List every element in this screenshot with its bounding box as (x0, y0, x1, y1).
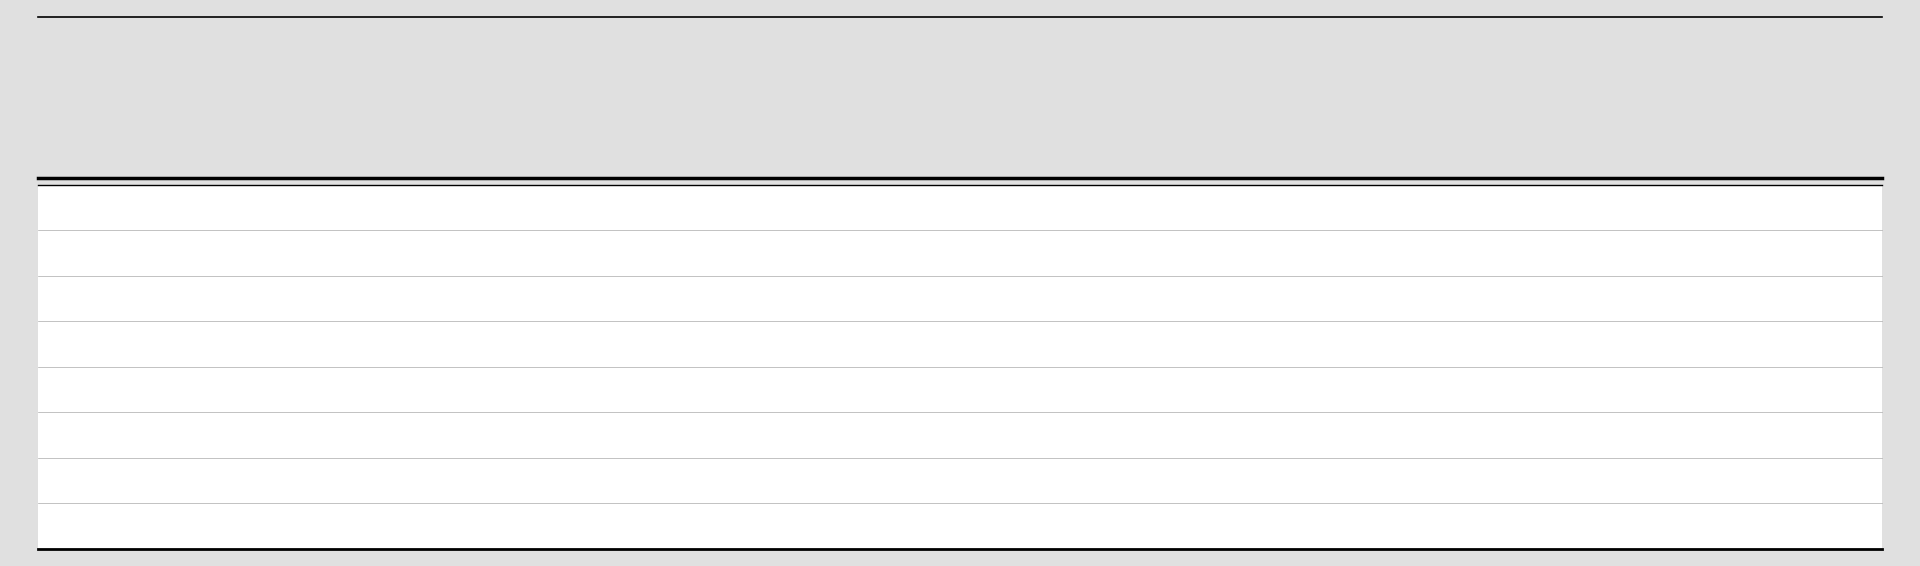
Text: 33.42: 33.42 (202, 245, 248, 261)
Text: 36.29: 36.29 (202, 518, 248, 535)
Text: 35.06: 35.06 (202, 381, 248, 398)
Text: 5.16: 5.16 (912, 290, 948, 307)
Text: 9.99: 9.99 (1069, 245, 1106, 261)
Text: 3.36: 3.36 (1275, 290, 1311, 307)
Text: Carbohydrate
(% wb): Carbohydrate (% wb) (685, 83, 803, 119)
Text: 10.21: 10.21 (1064, 472, 1112, 489)
Text: K3: K3 (77, 290, 100, 307)
Text: 138.34: 138.34 (1736, 472, 1793, 489)
Text: 2.76: 2.76 (1511, 472, 1548, 489)
Text: 113.53: 113.53 (1736, 199, 1793, 216)
Text: 16.41: 16.41 (357, 518, 405, 535)
Text: K6: K6 (77, 427, 100, 444)
Text: 6.01: 6.01 (912, 427, 948, 444)
Text: 1.56: 1.56 (1511, 427, 1548, 444)
Text: 3.41: 3.41 (1275, 199, 1311, 216)
Text: 3.47: 3.47 (1275, 381, 1311, 398)
Text: K5: K5 (77, 381, 100, 398)
Text: 8.19: 8.19 (520, 381, 557, 398)
Text: 8.52: 8.52 (1069, 427, 1106, 444)
Text: 35.17: 35.17 (202, 199, 248, 216)
Text: Vitamin C
(mg/100gr
): Vitamin C (mg/100gr ) (1720, 72, 1809, 129)
Text: 178.17: 178.17 (1736, 518, 1793, 535)
Text: 17.64: 17.64 (357, 336, 405, 353)
Text: 111.52: 111.52 (1736, 290, 1793, 307)
Text: 9.46: 9.46 (520, 290, 557, 307)
Text: 36.31: 36.31 (720, 336, 768, 353)
Text: 33.51: 33.51 (720, 245, 768, 261)
Text: 9.02: 9.02 (1069, 381, 1106, 398)
Text: 5.31: 5.31 (912, 245, 948, 261)
Text: 8.76: 8.76 (1069, 290, 1106, 307)
Text: 34.21: 34.21 (202, 427, 248, 444)
Text: 34.37: 34.37 (720, 199, 768, 216)
Text: 15.15: 15.15 (357, 427, 405, 444)
Text: 1.48: 1.48 (1511, 336, 1548, 353)
Text: K8: K8 (77, 518, 100, 535)
Text: 16.74: 16.74 (357, 290, 405, 307)
Text: K4: K4 (77, 336, 100, 353)
Text: Fat
(%
wb): Fat (% wb) (367, 72, 397, 129)
Text: 34.41: 34.41 (720, 427, 768, 444)
Text: 0.45: 0.45 (1275, 336, 1311, 353)
Text: Protein
(% wb): Protein (% wb) (194, 83, 255, 119)
Text: K2: K2 (77, 245, 100, 261)
Text: Cod
e: Cod e (71, 83, 104, 119)
Text: 8.62: 8.62 (520, 518, 557, 535)
Text: K7: K7 (77, 472, 100, 489)
Text: 143.07: 143.07 (1736, 381, 1793, 398)
Text: 3.54: 3.54 (1511, 518, 1548, 535)
Text: 1.98: 1.98 (1511, 245, 1548, 261)
Text: 2.47: 2.47 (1511, 199, 1548, 216)
Text: 9.32: 9.32 (1275, 518, 1311, 535)
Text: Chlorophyll
(mg/100g): Chlorophyll (mg/100g) (1244, 83, 1342, 119)
Text: 34.03: 34.03 (720, 518, 768, 535)
Text: Crude
Fiber
(% wb): Crude Fiber (% wb) (509, 72, 568, 129)
Text: 32.54: 32.54 (720, 472, 768, 489)
Text: 2.16: 2.16 (1511, 381, 1548, 398)
Text: 8.65: 8.65 (1069, 199, 1106, 216)
Text: 18.38: 18.38 (357, 245, 405, 261)
Text: 15.43: 15.43 (357, 381, 405, 398)
Text: Total
Carotene
(mg/100g
): Total Carotene (mg/100g ) (1488, 63, 1569, 139)
Text: 5.56: 5.56 (912, 518, 948, 535)
Text: 3.56: 3.56 (1275, 245, 1311, 261)
Text: K1: K1 (77, 199, 100, 216)
Text: 8.87: 8.87 (520, 199, 557, 216)
Text: 5.09: 5.09 (912, 336, 948, 353)
Text: 35.05: 35.05 (202, 290, 248, 307)
Text: 185.64: 185.64 (1736, 336, 1793, 353)
Text: 9.5: 9.5 (526, 472, 551, 489)
Text: Ash
(%
wb): Ash (% wb) (916, 72, 947, 129)
Text: 8.42: 8.42 (1069, 518, 1106, 535)
Text: 17.04: 17.04 (357, 199, 405, 216)
Text: 1.95: 1.95 (1511, 290, 1548, 307)
Text: 15.1: 15.1 (1275, 472, 1311, 489)
Text: 16.71: 16.71 (357, 472, 405, 489)
Text: 9.35: 9.35 (520, 245, 557, 261)
Text: 8.36: 8.36 (520, 427, 557, 444)
Text: 32.39: 32.39 (202, 336, 248, 353)
Text: 5.76: 5.76 (912, 381, 948, 398)
Text: Water
(% wb): Water (% wb) (1058, 83, 1117, 119)
Text: 141.82: 141.82 (1736, 427, 1793, 444)
Text: 35.37: 35.37 (720, 381, 768, 398)
Text: 5.59: 5.59 (912, 472, 948, 489)
Text: 3.84: 3.84 (1275, 427, 1311, 444)
Text: 117.72: 117.72 (1736, 245, 1793, 261)
Text: 8.65: 8.65 (1069, 336, 1106, 353)
Text: 34.53: 34.53 (202, 472, 248, 489)
Text: 6.6: 6.6 (526, 336, 551, 353)
Text: 5.13: 5.13 (912, 199, 948, 216)
Text: 33.93: 33.93 (720, 290, 768, 307)
